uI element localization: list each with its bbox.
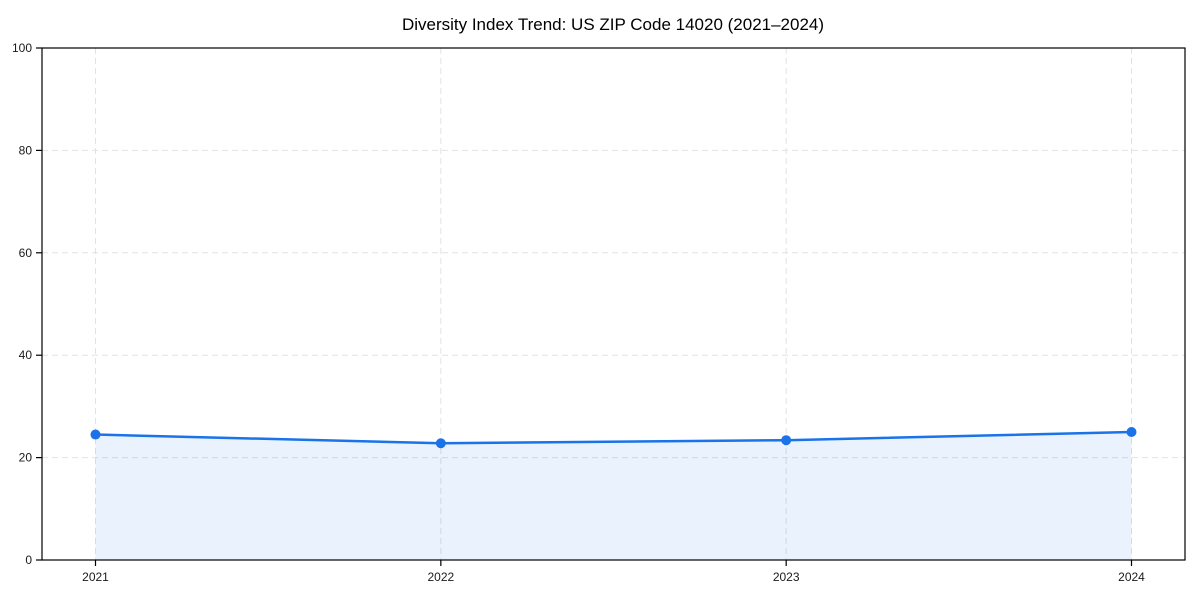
y-axis-tick-label: 100: [12, 41, 32, 55]
y-axis-tick-label: 0: [25, 553, 32, 567]
x-axis-tick-label: 2021: [82, 570, 109, 584]
x-axis-tick-label: 2024: [1118, 570, 1145, 584]
x-axis-tick-label: 2023: [773, 570, 800, 584]
data-point-2023: [781, 435, 792, 446]
data-point-2021: [90, 429, 101, 440]
y-axis-tick-label: 20: [19, 451, 33, 465]
y-axis-tick-label: 60: [19, 246, 33, 260]
data-point-2022: [435, 438, 446, 449]
y-axis-tick-label: 80: [19, 143, 33, 157]
x-axis-tick-label: 2022: [427, 570, 454, 584]
chart-title: Diversity Index Trend: US ZIP Code 14020…: [402, 15, 824, 34]
plot-border: [41, 47, 1186, 561]
y-axis-tick-label: 40: [19, 348, 33, 362]
area-fill: [95, 432, 1132, 560]
data-point-2024: [1126, 427, 1137, 437]
plot-area: 2021 2022 2023 2024 0 20 40 60 80 100: [12, 41, 1186, 584]
trend-line: [94, 430, 1133, 445]
